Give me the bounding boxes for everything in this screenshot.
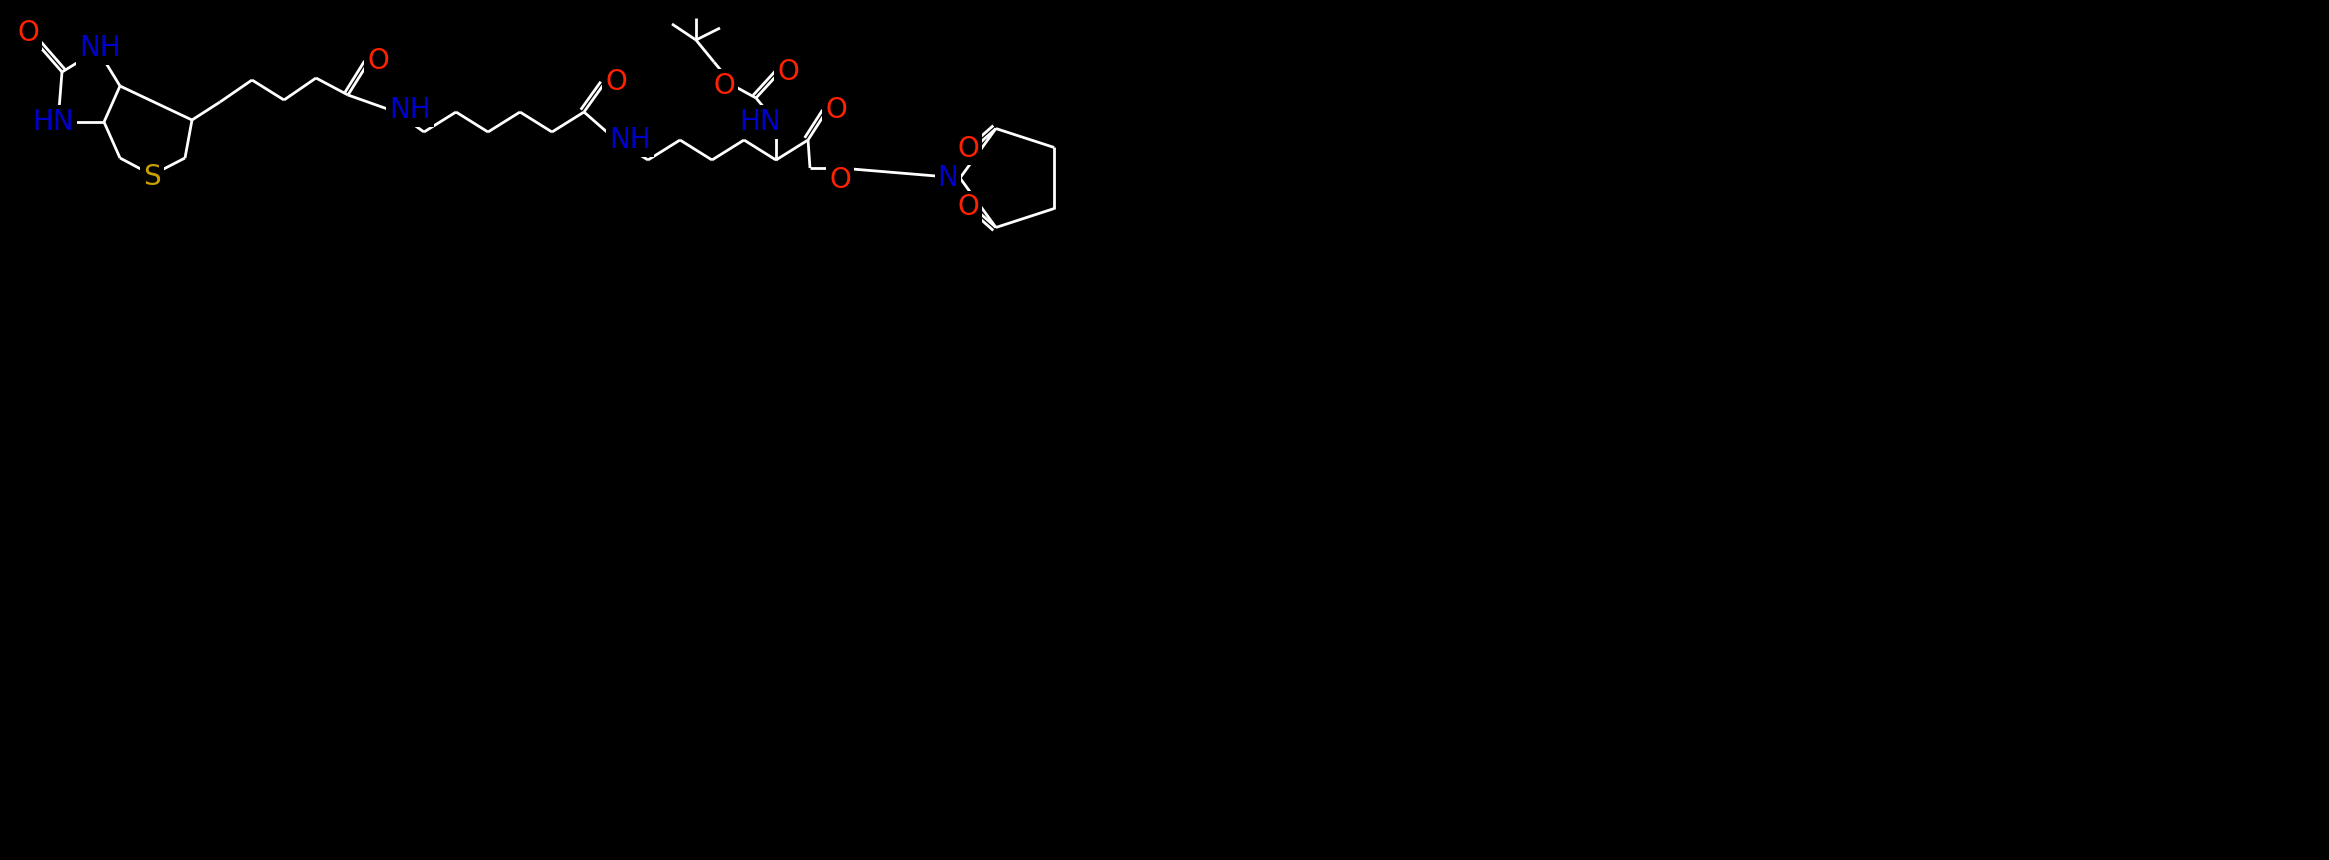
Text: O: O [606, 68, 627, 96]
Text: NH: NH [610, 126, 650, 154]
Text: O: O [16, 19, 40, 47]
Text: NH: NH [79, 34, 121, 62]
Text: HN: HN [738, 108, 780, 136]
Text: S: S [142, 163, 161, 191]
Text: HN: HN [33, 108, 75, 136]
Text: O: O [368, 47, 389, 75]
Text: O: O [824, 96, 848, 124]
Text: O: O [957, 134, 978, 163]
Text: N: N [939, 164, 957, 192]
Text: O: O [778, 58, 799, 86]
Text: NH: NH [389, 96, 431, 124]
Text: O: O [957, 194, 978, 222]
Text: O: O [713, 72, 736, 100]
Text: O: O [829, 166, 850, 194]
